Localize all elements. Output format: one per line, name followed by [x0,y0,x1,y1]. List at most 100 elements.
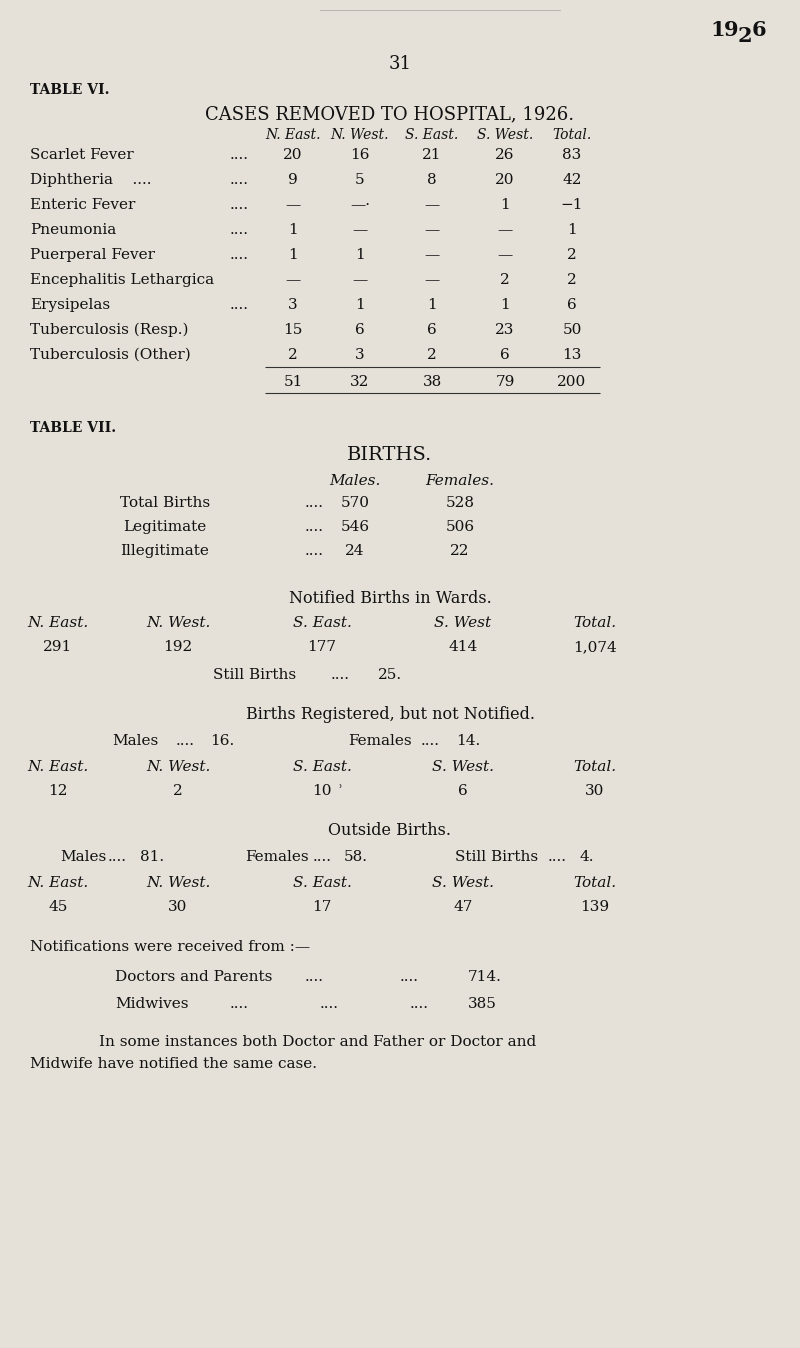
Text: 14.: 14. [456,735,480,748]
Text: 42: 42 [562,173,582,187]
Text: 2: 2 [427,348,437,363]
Text: 26: 26 [495,148,514,162]
Text: ....: .... [230,173,249,187]
Text: 13: 13 [562,348,582,363]
Text: 1: 1 [500,298,510,311]
Text: ....: .... [548,851,567,864]
Text: BIRTHS.: BIRTHS. [347,446,433,464]
Text: Males: Males [60,851,106,864]
Text: 192: 192 [163,640,193,654]
Text: —: — [424,274,440,287]
Text: 30: 30 [586,785,605,798]
Text: 200: 200 [558,375,586,390]
Text: Erysipelas: Erysipelas [30,298,110,311]
Text: Diphtheria    ....: Diphtheria .... [30,173,151,187]
Text: —: — [424,248,440,262]
Text: N. West.: N. West. [330,128,390,142]
Text: Births Registered, but not Notified.: Births Registered, but not Notified. [246,706,534,723]
Text: N. West.: N. West. [146,876,210,890]
Text: 51: 51 [283,375,302,390]
Text: Outside Births.: Outside Births. [329,822,451,838]
Text: 414: 414 [448,640,478,654]
Text: 20: 20 [495,173,514,187]
Text: —: — [352,274,368,287]
Text: 6: 6 [500,348,510,363]
Text: S. West.: S. West. [477,128,533,142]
Text: N. East.: N. East. [27,876,89,890]
Text: 1: 1 [710,20,725,40]
Text: 31: 31 [389,55,411,73]
Text: 2: 2 [738,26,753,46]
Text: ....: .... [230,222,249,237]
Text: —: — [424,198,440,212]
Text: Females.: Females. [426,474,494,488]
Text: 12: 12 [48,785,68,798]
Text: Males.: Males. [330,474,381,488]
Text: 9: 9 [288,173,298,187]
Text: 2: 2 [567,274,577,287]
Text: ....: .... [421,735,439,748]
Text: 81.: 81. [140,851,164,864]
Text: S. West.: S. West. [432,760,494,774]
Text: 3: 3 [288,298,298,311]
Text: ....: .... [230,148,249,162]
Text: Total.: Total. [574,760,617,774]
Text: 385: 385 [468,998,497,1011]
Text: −1: −1 [561,198,583,212]
Text: —: — [424,222,440,237]
Text: 38: 38 [422,375,442,390]
Text: —: — [498,222,513,237]
Text: ....: .... [108,851,127,864]
Text: —: — [498,248,513,262]
Text: 1: 1 [288,248,298,262]
Text: —: — [286,274,301,287]
Text: 2: 2 [567,248,577,262]
Text: ....: .... [230,248,249,262]
Text: ....: .... [313,851,332,864]
Text: 10: 10 [312,785,332,798]
Text: S. East.: S. East. [293,616,351,630]
Text: 2: 2 [500,274,510,287]
Text: 16.: 16. [210,735,234,748]
Text: CASES REMOVED TO HOSPITAL, 1926.: CASES REMOVED TO HOSPITAL, 1926. [206,105,574,123]
Text: TABLE VI.: TABLE VI. [30,84,110,97]
Text: 714.: 714. [468,971,502,984]
Text: S. East.: S. East. [293,760,351,774]
Text: ....: .... [305,520,324,534]
Text: Total Births: Total Births [120,496,210,510]
Text: 6: 6 [458,785,468,798]
Text: Still Births: Still Births [214,669,297,682]
Text: 6: 6 [567,298,577,311]
Text: 24: 24 [346,545,365,558]
Text: Females: Females [245,851,309,864]
Text: ....: .... [320,998,339,1011]
Text: 6: 6 [427,324,437,337]
Text: 1: 1 [355,298,365,311]
Text: Females: Females [348,735,412,748]
Text: 58.: 58. [344,851,368,864]
Text: ....: .... [230,298,249,311]
Text: Notified Births in Wards.: Notified Births in Wards. [289,590,491,607]
Text: 4.: 4. [580,851,594,864]
Text: Legitimate: Legitimate [123,520,206,534]
Text: 1: 1 [288,222,298,237]
Text: Still Births: Still Births [455,851,538,864]
Text: 291: 291 [43,640,73,654]
Text: S. East.: S. East. [406,128,458,142]
Text: ....: .... [305,971,324,984]
Text: Tuberculosis (Other): Tuberculosis (Other) [30,348,190,363]
Text: 83: 83 [562,148,582,162]
Text: —: — [352,222,368,237]
Text: 30: 30 [168,900,188,914]
Text: —·: —· [350,198,370,212]
Text: ....: .... [400,971,419,984]
Text: Midwife have notified the same case.: Midwife have notified the same case. [30,1057,317,1072]
Text: Enteric Fever: Enteric Fever [30,198,135,212]
Text: 32: 32 [350,375,370,390]
Text: 25.: 25. [378,669,402,682]
Text: ....: .... [305,545,324,558]
Text: N. East.: N. East. [266,128,321,142]
Text: N. West.: N. West. [146,616,210,630]
Text: —: — [286,198,301,212]
Text: 21: 21 [422,148,442,162]
